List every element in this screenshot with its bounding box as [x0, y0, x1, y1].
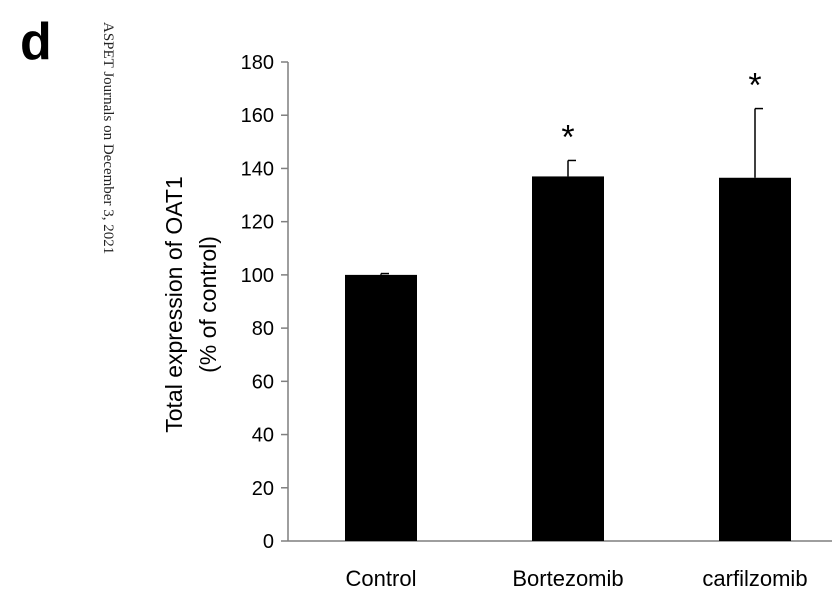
panel-letter: d: [20, 13, 52, 71]
significance-marker: *: [748, 67, 761, 105]
y-tick-label: 160: [241, 105, 274, 127]
bar: [532, 176, 604, 541]
y-tick-label: 0: [263, 531, 274, 553]
y-tick-label: 80: [252, 318, 274, 340]
significance-marker: *: [561, 118, 574, 156]
y-tick-label: 20: [252, 478, 274, 500]
y-tick-label: 120: [241, 212, 274, 234]
bar: [719, 177, 791, 541]
x-tick-label: carfilzomib: [702, 566, 807, 591]
y-tick-label: 100: [241, 265, 274, 287]
x-tick-label: Bortezomib: [512, 566, 623, 591]
y-tick-label: 60: [252, 371, 274, 393]
watermark-text: ASPET Journals on December 3, 2021: [100, 22, 116, 255]
journal-watermark: ASPET Journals on December 3, 2021: [95, 22, 121, 382]
y-tick-label: 40: [252, 425, 274, 447]
y-tick-label: 180: [241, 52, 274, 74]
y-tick-label: 140: [241, 158, 274, 180]
y-axis-title-line: (% of control): [195, 236, 221, 373]
x-tick-label: Control: [346, 566, 417, 591]
y-axis-title-line: Total expression of OAT1: [161, 176, 187, 433]
bar: [345, 274, 417, 541]
